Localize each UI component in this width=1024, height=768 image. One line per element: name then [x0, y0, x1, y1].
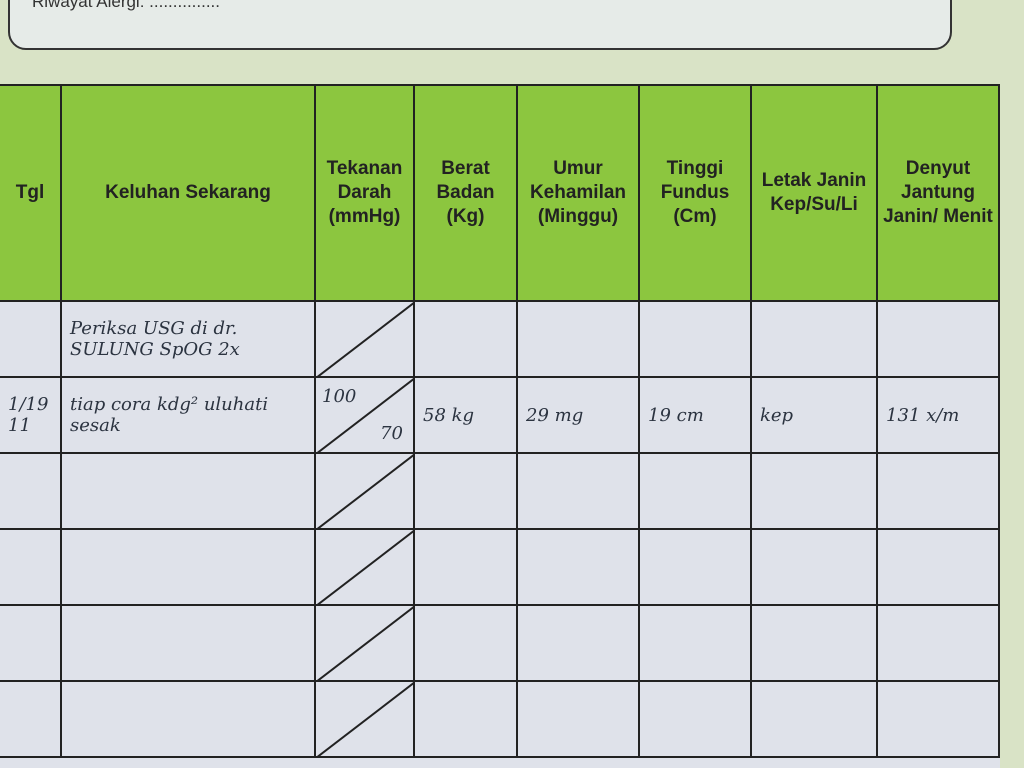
- table-cell: 19 cm: [640, 378, 752, 454]
- table-cell: [640, 606, 752, 682]
- diagonal: [316, 454, 415, 530]
- diagonal: [316, 530, 415, 606]
- table-cell: [316, 530, 415, 606]
- table-cell: Periksa USG di dr. SULUNG SpOG 2x: [62, 302, 316, 378]
- table-cell: [518, 682, 640, 758]
- allergy-box: [8, 0, 952, 50]
- allergy-label: Riwayat Alergi: ...............: [32, 0, 221, 11]
- header-cell: Keluhan Sekarang: [62, 86, 316, 302]
- table-cell: 131 x/m: [878, 378, 1000, 454]
- header-cell: Berat Badan (Kg): [415, 86, 518, 302]
- table-cell: tiap cora kdg² uluhati sesak: [62, 378, 316, 454]
- header-cell: Tgl: [0, 86, 62, 302]
- table-cell: [316, 454, 415, 530]
- table-cell: kep: [752, 378, 878, 454]
- diagonal-line: [316, 378, 415, 454]
- table-cell: [878, 606, 1000, 682]
- table-cell: [752, 454, 878, 530]
- header-cell: Denyut Jantung Janin/ Menit: [878, 86, 1000, 302]
- table-cell: [752, 682, 878, 758]
- diagonal: [316, 302, 415, 378]
- bp-diastolic: 70: [380, 423, 403, 444]
- bp-systolic: 100: [322, 386, 357, 407]
- header-cell: Umur Kehamilan (Minggu): [518, 86, 640, 302]
- header-cell: Letak Janin Kep/Su/Li: [752, 86, 878, 302]
- table-cell: [640, 302, 752, 378]
- table-cell: [62, 454, 316, 530]
- table-cell: [316, 606, 415, 682]
- table-cell: [316, 302, 415, 378]
- table-cell: 100 70: [316, 378, 415, 454]
- table-cell: [878, 454, 1000, 530]
- diagonal: [316, 606, 415, 682]
- table-cell: [415, 530, 518, 606]
- table-cell: 1/19 11: [0, 378, 62, 454]
- table-cell: [0, 606, 62, 682]
- table-cell: [878, 530, 1000, 606]
- diagonal: [316, 378, 415, 454]
- table-cell: [752, 530, 878, 606]
- table-cell: [518, 454, 640, 530]
- table-cell: [62, 682, 316, 758]
- diagonal-line: [316, 682, 415, 758]
- table-cell: [62, 530, 316, 606]
- table-cell: [316, 682, 415, 758]
- diagonal-line: [316, 302, 415, 378]
- anc-table: Tgl Keluhan Sekarang Tekanan Darah (mmHg) B…: [0, 84, 1000, 768]
- table-cell: [0, 682, 62, 758]
- table-cell: [878, 682, 1000, 758]
- table-cell: [518, 302, 640, 378]
- table-cell: [415, 682, 518, 758]
- table-cell: 58 kg: [415, 378, 518, 454]
- table-cell: [752, 606, 878, 682]
- table-cell: [415, 606, 518, 682]
- table-cell: [62, 606, 316, 682]
- diagonal-line: [316, 530, 415, 606]
- table-cell: [878, 302, 1000, 378]
- header-cell: Tinggi Fundus (Cm): [640, 86, 752, 302]
- diagonal-line: [316, 606, 415, 682]
- table-cell: [640, 454, 752, 530]
- table-cell: [640, 530, 752, 606]
- table-cell: [0, 454, 62, 530]
- table-cell: [640, 682, 752, 758]
- header-cell: Tekanan Darah (mmHg): [316, 86, 415, 302]
- table-cell: [415, 302, 518, 378]
- table-cell: [752, 302, 878, 378]
- table-cell: [518, 606, 640, 682]
- table-cell: [0, 302, 62, 378]
- table-cell: [415, 454, 518, 530]
- table-cell: [0, 530, 62, 606]
- table-cell: 29 mg: [518, 378, 640, 454]
- table-cell: [518, 530, 640, 606]
- diagonal: [316, 682, 415, 758]
- diagonal-line: [316, 454, 415, 530]
